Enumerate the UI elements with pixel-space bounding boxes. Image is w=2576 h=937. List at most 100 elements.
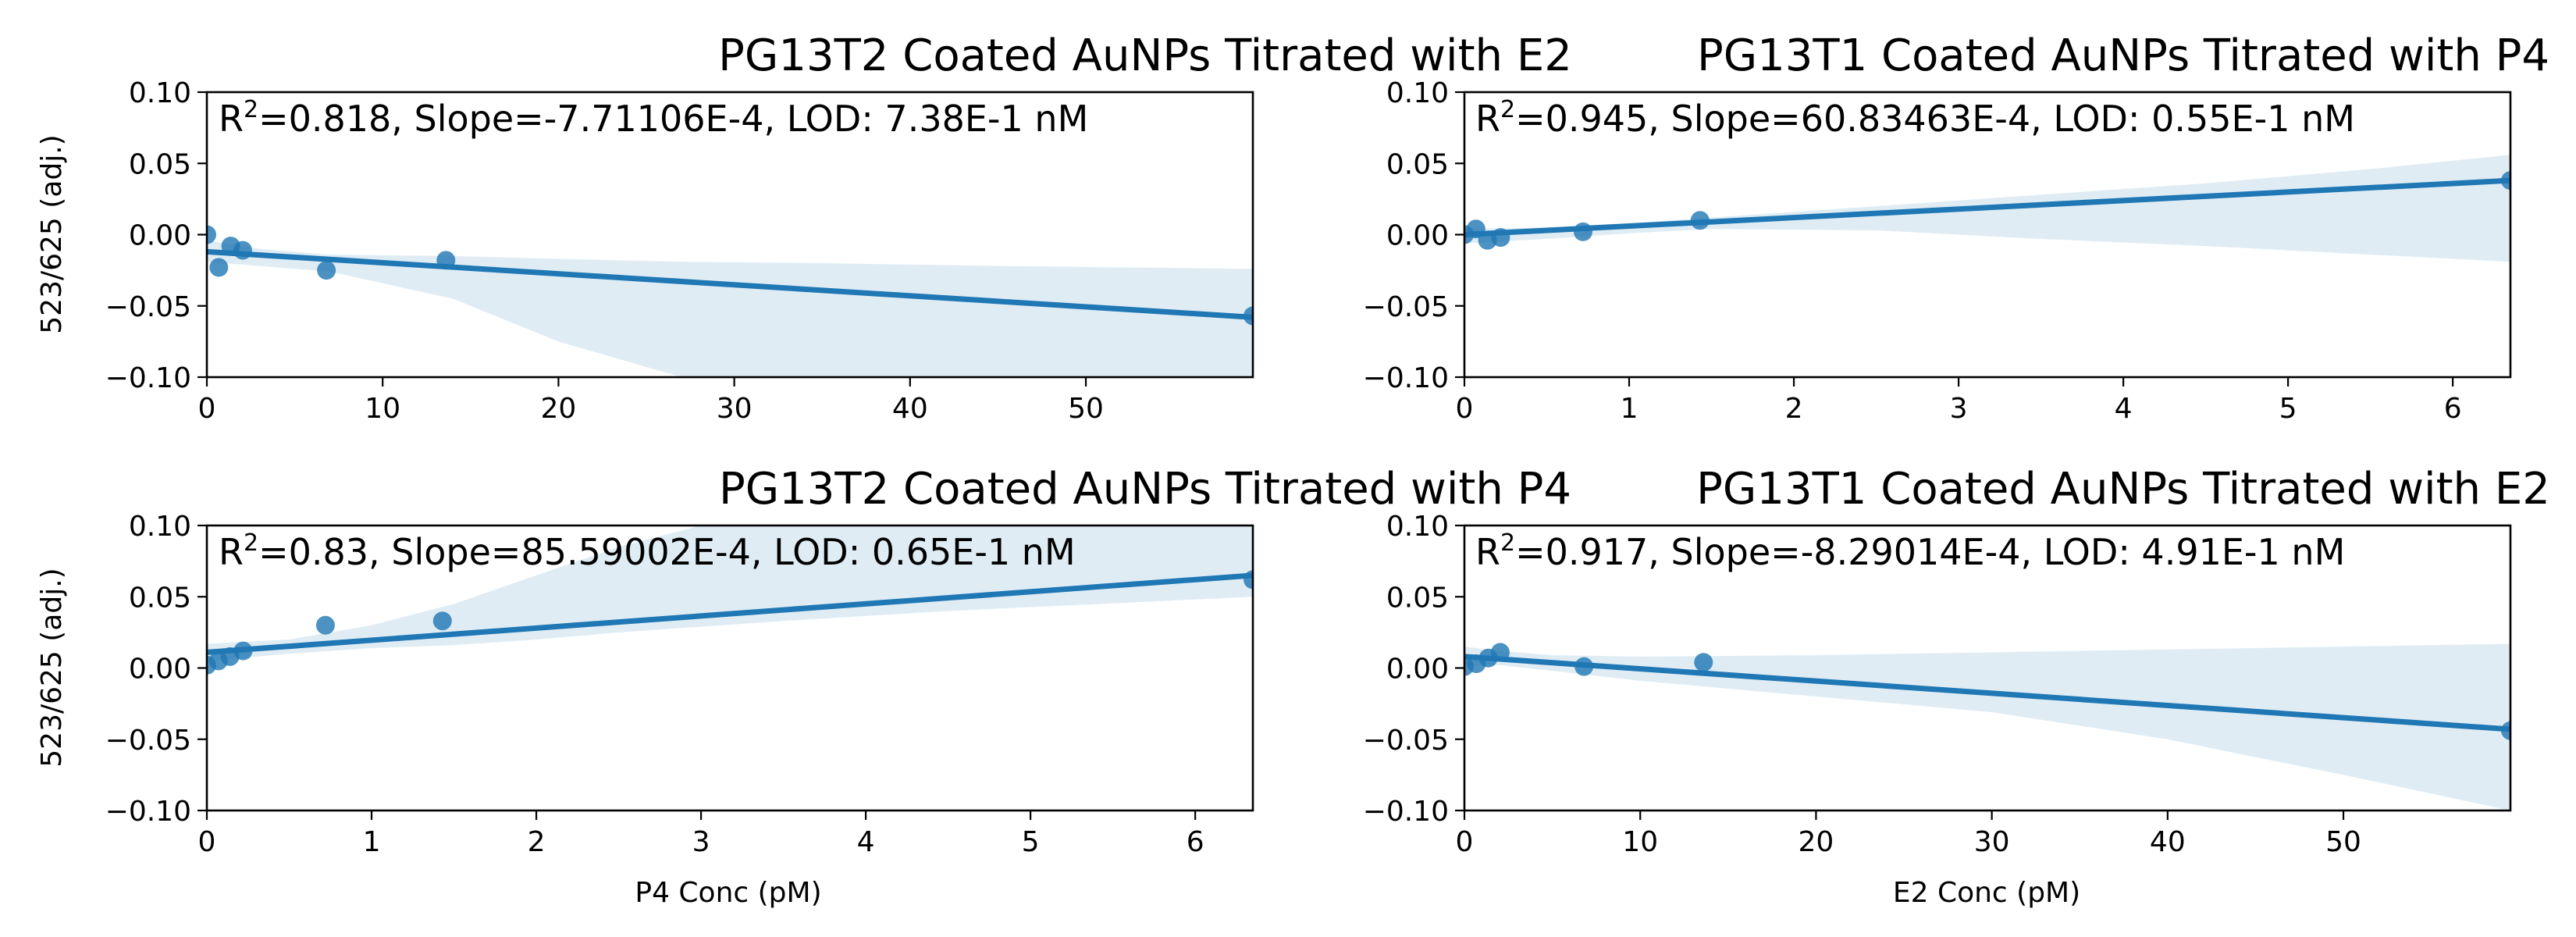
fit-annotation: R2=0.917, Slope=-8.29014E-4, LOD: 4.91E-… [1475, 529, 2345, 573]
fit-annotation: R2=0.818, Slope=-7.71106E-4, LOD: 7.38E-… [219, 96, 1088, 140]
fit-stats-text: =0.945, Slope=60.83463E-4, LOD: 0.55E-1 … [1515, 98, 2355, 140]
x-tick-label: 30 [717, 393, 753, 425]
y-tick-label: 0.00 [1386, 220, 1449, 252]
data-point [315, 615, 335, 635]
data-point [209, 258, 229, 277]
plot-area [1464, 155, 2510, 262]
r2-symbol: R [1475, 98, 1500, 140]
x-tick-label: 0 [198, 826, 216, 858]
x-tick-label: 2 [1785, 393, 1803, 425]
plot-area [1464, 643, 2510, 811]
fit-stats-text: =0.818, Slope=-7.71106E-4, LOD: 7.38E-1 … [258, 98, 1088, 140]
r2-superscript: 2 [1500, 529, 1515, 557]
x-tick-label: 50 [2325, 826, 2361, 858]
x-tick-label: 50 [1068, 393, 1104, 425]
y-tick-label: 0.05 [1386, 582, 1449, 614]
x-tick-label: 1 [363, 826, 381, 858]
x-axis-ticks: 0 1 2 3 4 5 6 [198, 811, 1204, 858]
x-tick-label: 4 [857, 826, 875, 858]
regression-line [1464, 177, 2510, 237]
x-tick-label: 40 [892, 393, 928, 425]
x-tick-label: 4 [2115, 393, 2133, 425]
r2-symbol: R [1475, 531, 1500, 573]
confidence-band [207, 526, 1253, 661]
y-tick-label: 0.10 [1386, 511, 1449, 543]
x-tick-label: 0 [1456, 826, 1474, 858]
regression-line [207, 572, 1253, 655]
r2-symbol: R [219, 98, 244, 140]
data-point [2501, 721, 2510, 740]
x-tick-label: 10 [365, 393, 400, 425]
chart-title: PG13T1 Coated AuNPs Titrated with E2 [1696, 464, 2550, 515]
y-axis-label: 523/625 (adj.) [36, 568, 68, 767]
data-point [1244, 570, 1253, 590]
data-point [1244, 306, 1253, 326]
x-tick-label: 10 [1622, 826, 1658, 858]
y-tick-label: −0.05 [1363, 291, 1449, 323]
y-tick-label: −0.05 [105, 291, 191, 323]
x-tick-label: 5 [1022, 826, 1040, 858]
data-point [1690, 211, 1710, 230]
y-tick-label: 0.05 [129, 582, 191, 614]
regression-line [1464, 654, 2510, 732]
panel-t1-p4: PG13T1 Coated AuNPs Titrated with P4 0 1 2… [1363, 30, 2549, 425]
y-tick-label: −0.10 [105, 796, 191, 828]
x-axis-label: P4 Conc (pM) [635, 877, 821, 909]
data-point [1694, 653, 1713, 672]
x-tick-label: 3 [692, 826, 710, 858]
x-tick-label: 2 [528, 826, 546, 858]
y-axis-ticks: −0.10 −0.05 0.00 0.05 0.10 [105, 511, 207, 828]
r2-superscript: 2 [244, 96, 258, 123]
y-tick-label: 0.10 [129, 511, 191, 543]
data-point [1490, 643, 1510, 662]
chart-title: PG13T1 Coated AuNPs Titrated with P4 [1697, 30, 2549, 81]
r2-superscript: 2 [244, 529, 258, 557]
y-tick-label: 0.00 [129, 654, 191, 686]
fit-stats-text: =0.917, Slope=-8.29014E-4, LOD: 4.91E-1 … [1515, 531, 2345, 573]
x-axis-ticks: 0 10 20 30 40 50 [198, 377, 1104, 425]
data-point [1574, 657, 1594, 676]
regression-line [207, 248, 1253, 320]
y-tick-label: 0.10 [129, 77, 191, 109]
data-point [317, 261, 336, 280]
y-tick-label: −0.05 [105, 725, 191, 757]
y-tick-label: −0.10 [1363, 362, 1449, 394]
x-tick-label: 6 [1187, 826, 1204, 858]
data-point [1491, 228, 1510, 248]
x-axis-ticks: 0 1 2 3 4 5 6 [1456, 377, 2462, 425]
plot-area [207, 526, 1253, 675]
x-axis-label: E2 Conc (pM) [1893, 877, 2080, 909]
y-tick-label: 0.05 [129, 148, 191, 180]
y-axis-ticks: −0.10 −0.05 0.00 0.05 0.10 [105, 77, 207, 394]
r2-superscript: 2 [1500, 96, 1515, 123]
x-tick-label: 1 [1621, 393, 1638, 425]
plot-area [207, 225, 1253, 377]
y-axis-label: 523/625 (adj.) [36, 134, 68, 333]
y-tick-label: −0.05 [1363, 725, 1449, 757]
r2-symbol: R [219, 531, 244, 573]
fit-annotation: R2=0.83, Slope=85.59002E-4, LOD: 0.65E-1… [219, 529, 1076, 573]
data-point [1573, 222, 1592, 241]
y-axis-ticks: −0.10 −0.05 0.00 0.05 0.10 [1363, 511, 1464, 828]
y-tick-label: 0.00 [1386, 654, 1449, 686]
confidence-band [207, 240, 1253, 377]
y-tick-label: 0.00 [129, 220, 191, 252]
x-tick-label: 20 [1799, 826, 1834, 858]
x-tick-label: 0 [198, 393, 216, 425]
y-tick-label: 0.05 [1386, 148, 1449, 180]
data-point [233, 240, 252, 260]
x-tick-label: 5 [2279, 393, 2297, 425]
fit-annotation: R2=0.945, Slope=60.83463E-4, LOD: 0.55E-… [1475, 96, 2355, 140]
data-point [432, 611, 452, 631]
fit-stats-text: =0.83, Slope=85.59002E-4, LOD: 0.65E-1 n… [258, 531, 1076, 573]
y-axis-ticks: −0.10 −0.05 0.00 0.05 0.10 [1363, 77, 1464, 394]
data-point [207, 225, 216, 244]
panel-t1-e2: PG13T1 Coated AuNPs Titrated with E2 0 10… [1363, 464, 2550, 909]
confidence-band [1464, 643, 2510, 811]
x-axis-ticks: 0 10 20 30 40 50 [1456, 811, 2361, 858]
x-tick-label: 6 [2444, 393, 2462, 425]
x-tick-label: 40 [2150, 826, 2186, 858]
x-tick-label: 20 [541, 393, 577, 425]
chart-title: PG13T2 Coated AuNPs Titrated with P4 [719, 464, 1571, 515]
